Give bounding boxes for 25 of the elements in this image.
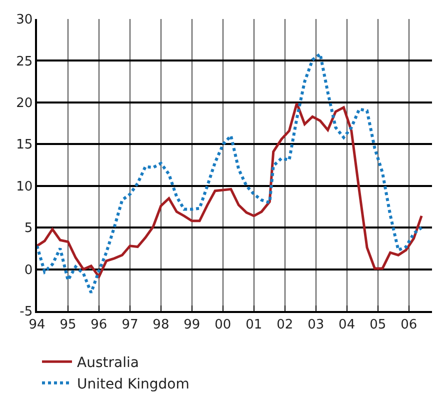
y-tick-label: 0 (24, 262, 33, 278)
y-tick-label: -5 (20, 304, 33, 320)
line-series (37, 52, 424, 294)
legend-label: Australia (77, 355, 139, 372)
x-tick-label: 03 (308, 317, 324, 332)
y-tick-label: 10 (16, 179, 33, 194)
x-tick-label: 96 (90, 317, 108, 332)
legend-label: United Kingdom (77, 376, 190, 392)
x-tick-label: 02 (276, 317, 294, 332)
y-tick-label: 30 (16, 12, 33, 28)
x-tick-label: 05 (370, 317, 386, 332)
x-tick-label: 06 (400, 317, 418, 332)
x-tick-label: 99 (184, 317, 200, 332)
y-tick-label: 25 (16, 54, 33, 70)
x-tick-label: 98 (152, 317, 170, 332)
y-tick-label: 20 (16, 96, 33, 111)
line-series (37, 102, 423, 278)
y-tick-label: 15 (16, 138, 33, 153)
x-tick-label: 97 (122, 317, 138, 332)
x-tick-label: 95 (60, 317, 76, 332)
x-tick-label: 01 (246, 317, 262, 332)
x-tick-label: 94 (28, 317, 46, 332)
y-tick-label: 5 (24, 221, 33, 236)
x-tick-label: 00 (214, 317, 232, 332)
x-tick-label: 04 (338, 317, 356, 332)
